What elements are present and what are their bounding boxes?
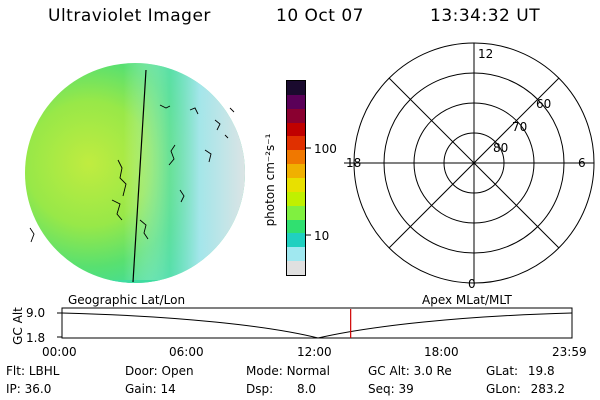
mlt-label-6: 6 [578,156,586,170]
colorbar-swatch [287,219,305,234]
mlt-label-0: 0 [468,277,476,291]
colorbar-swatch [287,247,305,262]
colorbar-swatch [287,136,305,151]
colorbar-swatch [287,81,305,95]
door-value: Open [161,364,194,378]
filter-label: Flt: [6,364,25,378]
colorbar [286,80,306,276]
colorbar-tick-100: 100 [314,142,337,156]
timeline-right-title: Apex MLat/MLT [422,293,512,307]
colorbar-swatch [287,233,305,248]
altitude-curve [61,312,573,339]
timeline-tick-0000: 00:00 [42,345,77,359]
timeline-ymax: 9.0 [26,306,46,320]
seq-value: 39 [398,382,414,396]
colorbar-tick-10: 10 [314,229,330,243]
mlt-label-18: 18 [346,156,362,170]
info-glon: GLon: 283.2 [486,382,565,396]
colorbar-swatch [287,122,305,137]
info-mode: Mode: Normal [246,364,330,378]
colorbar-unit-label: photon cm⁻²s⁻¹ [263,133,277,227]
lat-label-70: 70 [512,120,528,134]
colorbar-swatch [287,108,305,123]
info-ip: IP: 36.0 [6,382,51,396]
gain-value: 14 [160,382,176,396]
info-gcalt: GC Alt: 3.0 Re [368,364,452,378]
dsp-label: Dsp: [246,382,274,396]
instrument-title: Ultraviolet Imager [48,6,211,26]
info-filter: Flt: LBHL [6,364,59,378]
colorbar-swatch [287,191,305,206]
glon-label: GLon: [486,382,521,396]
coastline-traces [29,104,235,243]
colorbar-swatch [287,261,305,276]
timeline-left-title: Geographic Lat/Lon [68,293,186,307]
gain-label: Gain: [125,382,157,396]
timeline-ymin: 1.8 [26,331,46,345]
info-gain: Gain: 14 [125,382,176,396]
timeline-tick-0600: 06:00 [169,345,204,359]
mode-label: Mode: [246,364,283,378]
gcalt-value: 3.0 Re [413,364,452,378]
timeline-tick-2359: 23:59 [552,345,587,359]
dsp-value: 8.0 [296,382,317,396]
timeline-axis-label: GC Alt [11,307,25,345]
lat-label-80: 80 [493,141,509,155]
terminator-line [132,69,147,283]
glon-value: 283.2 [530,382,565,396]
timeline-tick-1800: 18:00 [424,345,459,359]
mlt-label-12: 12 [478,47,494,61]
filter-value: LBHL [28,364,60,378]
info-glat: GLat: 19.8 [486,364,555,378]
colorbar-swatch [287,205,305,220]
glat-value: 19.8 [527,364,555,378]
gcalt-label: GC Alt: [368,364,410,378]
lat-label-60: 60 [536,97,552,111]
info-seq: Seq: 39 [368,382,414,396]
colorbar-swatch [287,94,305,109]
ip-value: 36.0 [24,382,52,396]
seq-label: Seq: [368,382,395,396]
colorbar-swatch [287,178,305,192]
ip-label: IP: [6,382,21,396]
colorbar-swatch [287,150,305,165]
mode-value: Normal [286,364,330,378]
colorbar-swatch [287,164,305,179]
time-label: 13:34:32 UT [430,6,541,26]
info-dsp: Dsp: 8.0 [246,382,316,396]
door-label: Door: [125,364,158,378]
date-label: 10 Oct 07 [276,6,364,26]
timeline-tick-1200: 12:00 [297,345,332,359]
info-door: Door: Open [125,364,194,378]
glat-label: GLat: [486,364,519,378]
